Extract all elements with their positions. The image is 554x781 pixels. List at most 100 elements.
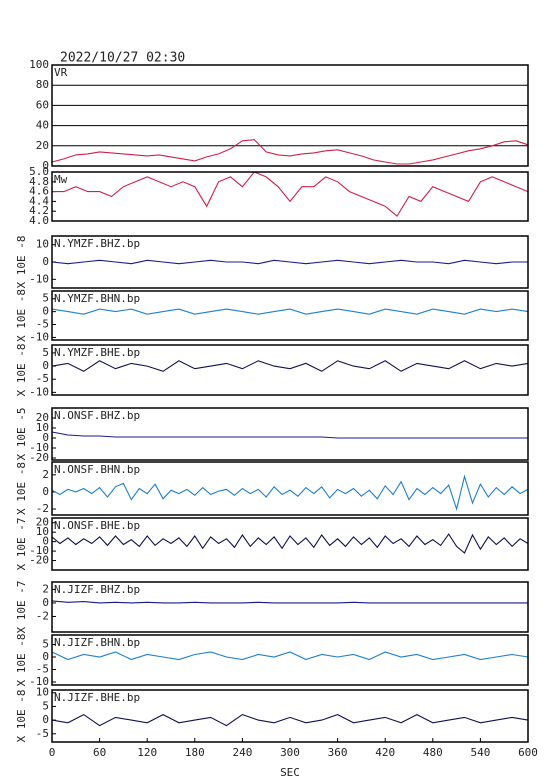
panel-frame: [51, 634, 529, 686]
trace: [51, 431, 528, 439]
y-tick-label: 2: [42, 582, 49, 595]
trace: [52, 171, 529, 217]
y-tick-label: -10: [29, 544, 49, 557]
y-tick-label: -20: [29, 451, 49, 464]
y-tick-label: 2: [42, 468, 49, 481]
panel-label: N.JIZF.BHE.bp: [54, 691, 140, 704]
y-axis-label: X 10E -8: [15, 344, 28, 397]
x-tick-label: 0: [49, 746, 56, 759]
y-axis-label: X 10E -7: [15, 518, 28, 571]
y-tick-label: 10: [36, 238, 49, 251]
panel-label: N.ONSF.BHE.bp: [54, 519, 140, 532]
panel-label: N.YMZF.BHN.bp: [54, 292, 140, 305]
y-tick-label: 80: [36, 78, 49, 91]
y-tick-label: -5: [36, 372, 49, 385]
panel-frame: [51, 517, 529, 571]
y-tick-label: 4.6: [29, 185, 49, 198]
y-tick-label: -5: [36, 727, 49, 740]
y-tick-label: -5: [36, 663, 49, 676]
y-axis-label: X 10E -8: [15, 634, 28, 687]
y-tick-label: 0: [42, 713, 49, 726]
y-tick-label: 20: [36, 411, 49, 424]
panel-frame: [51, 581, 529, 633]
y-axis-label: X 10E -8: [15, 690, 28, 743]
x-tick-label: 240: [232, 746, 252, 759]
x-tick-label: 420: [375, 746, 395, 759]
trace: [51, 259, 528, 265]
y-tick-label: 0: [42, 359, 49, 372]
x-tick-label: 300: [280, 746, 300, 759]
panel-label: N.YMZF.BHE.bp: [54, 346, 140, 359]
y-tick-label: -5: [36, 318, 49, 331]
trace: [51, 360, 529, 372]
x-tick-label: 480: [423, 746, 443, 759]
panel-label: N.JIZF.BHN.bp: [54, 636, 140, 649]
y-tick-label: 4.2: [29, 204, 49, 217]
trace: [51, 139, 529, 165]
y-axis-label: X 10E -8: [15, 236, 28, 289]
trace: [51, 713, 529, 727]
panel-label: Mw: [54, 173, 68, 186]
y-tick-label: 20: [36, 516, 49, 529]
trace: [51, 600, 528, 604]
panel-label: N.YMZF.BHZ.bp: [54, 237, 140, 250]
panel-label: N.JIZF.BHZ.bp: [54, 583, 140, 596]
panel-frame: [51, 407, 529, 461]
figure-title: 2022/10/27 02:30: [60, 51, 185, 66]
y-tick-label: 5: [42, 638, 49, 651]
y-tick-label: 60: [36, 98, 49, 111]
panel-frame: [51, 235, 529, 289]
y-tick-label: 0: [42, 431, 49, 444]
y-tick-label: -20: [29, 554, 49, 567]
trace: [51, 474, 529, 511]
y-tick-label: -10: [29, 330, 49, 343]
y-tick-label: 5: [42, 292, 49, 305]
y-tick-label: -2: [36, 609, 49, 622]
y-tick-label: 10: [36, 421, 49, 434]
y-tick-label: 0: [42, 305, 49, 318]
panel-frame: [51, 290, 529, 341]
x-tick-label: 60: [93, 746, 106, 759]
panel-frame: [51, 344, 529, 396]
y-tick-label: -10: [29, 272, 49, 285]
y-axis-label: X 10E -8: [15, 289, 28, 342]
x-tick-label: 600: [518, 746, 538, 759]
y-tick-label: 5: [42, 699, 49, 712]
trace: [51, 651, 529, 661]
y-tick-label: 4.8: [29, 175, 49, 188]
y-tick-label: 0: [42, 596, 49, 609]
y-tick-label: 4.0: [29, 214, 49, 227]
panel-frame: [51, 461, 529, 516]
y-tick-label: 4.4: [29, 194, 49, 207]
y-tick-label: 0: [42, 650, 49, 663]
y-tick-label: 5.0: [29, 165, 49, 178]
y-tick-label: 100: [29, 58, 49, 71]
y-tick-label: -10: [29, 675, 49, 688]
x-tick-label: 360: [328, 746, 348, 759]
y-tick-label: 10: [36, 525, 49, 538]
y-tick-label: 0: [42, 485, 49, 498]
panel-frame: [51, 64, 529, 167]
x-tick-label: 120: [137, 746, 157, 759]
x-tick-label: 540: [470, 746, 490, 759]
y-tick-label: -2: [36, 502, 49, 515]
y-tick-label: 0: [42, 255, 49, 268]
y-tick-label: 40: [36, 119, 49, 132]
x-axis-label: SEC: [280, 766, 300, 779]
y-tick-label: 0: [42, 535, 49, 548]
panel-label: N.ONSF.BHN.bp: [54, 463, 140, 476]
y-axis-label: X 10E -5: [15, 408, 28, 461]
y-tick-label: 0: [42, 159, 49, 172]
y-tick-label: -10: [29, 385, 49, 398]
panel-frame: [51, 171, 529, 222]
y-tick-label: 5: [42, 346, 49, 359]
trace: [51, 533, 529, 554]
y-tick-label: -10: [29, 441, 49, 454]
y-axis-label: X 10E -7: [15, 581, 28, 634]
y-axis-label: X 10E -8: [15, 462, 28, 515]
y-tick-label: 20: [36, 139, 49, 152]
x-tick-label: 180: [185, 746, 205, 759]
panel-label: VR: [54, 66, 68, 79]
trace: [51, 308, 529, 315]
